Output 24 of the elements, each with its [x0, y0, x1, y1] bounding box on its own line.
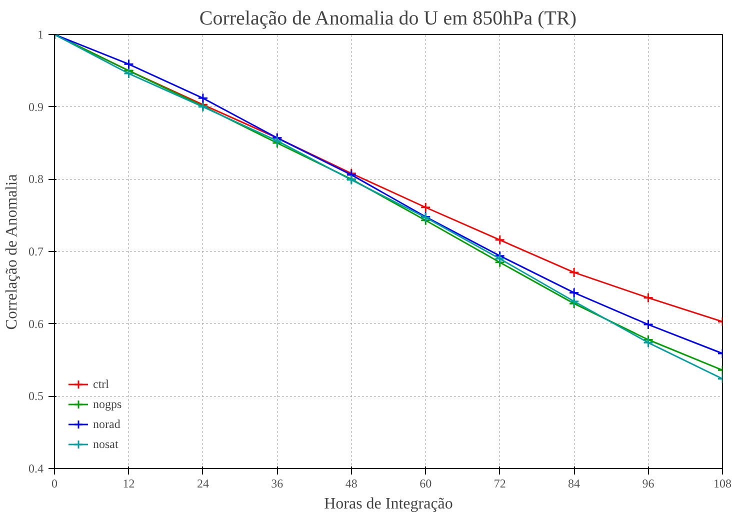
x-tick-label: 24 — [196, 476, 209, 490]
legend-label: nosat — [93, 436, 118, 452]
x-tick-label: 84 — [568, 476, 580, 490]
y-tick-label: 0.7 — [28, 244, 44, 258]
chart-title: Correlação de Anomalia do U em 850hPa (TR) — [199, 8, 577, 30]
y-tick-label: 1 — [38, 28, 44, 42]
y-tick-label: 0.5 — [28, 389, 44, 404]
legend-label: norad — [93, 416, 120, 432]
x-tick-label: 36 — [271, 476, 284, 490]
x-tick-label: 72 — [494, 476, 506, 490]
legend-label: ctrl — [93, 376, 110, 392]
y-tick-label: 0.8 — [28, 172, 44, 186]
x-tick-label: 48 — [345, 476, 358, 490]
x-tick-label: 60 — [420, 476, 432, 490]
y-tick-label: 0.4 — [28, 462, 44, 476]
y-axis-title: Correlação de Anomalia — [4, 174, 20, 330]
x-axis-title: Horas de Integração — [324, 496, 453, 512]
x-tick-label: 108 — [714, 476, 732, 490]
y-tick-label: 0.6 — [28, 316, 44, 331]
x-tick-label: 96 — [642, 476, 654, 490]
x-tick-label: 12 — [122, 476, 135, 490]
y-tick-label: 0.9 — [28, 100, 44, 114]
x-tick-label: 0 — [52, 476, 58, 490]
legend-label: nogps — [93, 396, 122, 412]
